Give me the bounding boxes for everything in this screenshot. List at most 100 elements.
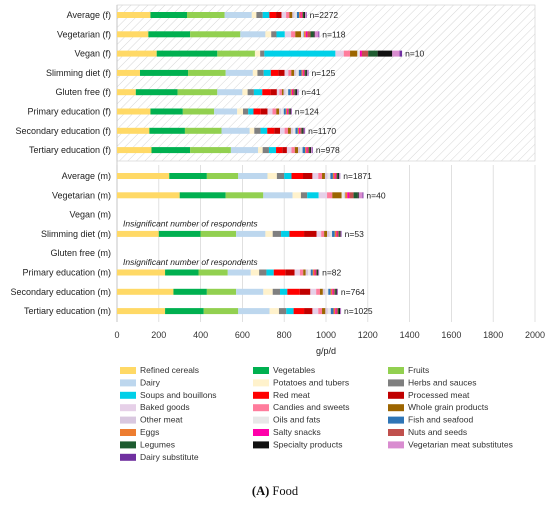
bar-segment (296, 69, 299, 76)
row-label: Gluten free (m) (50, 248, 111, 258)
bar-segment (329, 230, 333, 237)
bar-segment (184, 127, 222, 134)
bar-segment (285, 89, 289, 96)
row-label: Gluten free (f) (55, 87, 111, 97)
bar-segment (335, 308, 337, 315)
bar-segment (258, 147, 263, 154)
bar-segment (332, 192, 342, 199)
row-label: Tertiary education (m) (24, 306, 111, 316)
bar-segment (330, 288, 333, 295)
bar-segment (299, 127, 301, 134)
bar-segment (262, 89, 271, 96)
legend-swatch (253, 429, 269, 436)
bar-segment (305, 69, 307, 76)
bar-segment (253, 89, 263, 96)
sample-size-label: n=1025 (344, 306, 373, 316)
bar-segment (339, 173, 340, 179)
legend-swatch (253, 391, 269, 399)
bar-segment (236, 288, 264, 295)
bar-segment (291, 147, 295, 154)
bar-segment (135, 89, 178, 96)
bar-segment (292, 12, 295, 18)
bar-segment (303, 69, 306, 76)
bar-segment (179, 192, 226, 199)
x-tick-label: 600 (235, 330, 250, 340)
bar-segment (283, 108, 286, 115)
bar-segment (305, 269, 309, 276)
bar-segment (334, 288, 336, 295)
bar-segment (279, 89, 282, 96)
bar-segment (190, 31, 241, 38)
bar-segment (279, 108, 282, 115)
bar-segment (336, 308, 338, 315)
bar-segment (321, 230, 325, 237)
bar-segment (177, 89, 218, 96)
bar-segment (314, 269, 316, 276)
sample-size-label: n=53 (345, 229, 364, 239)
legend-swatch (120, 441, 136, 449)
bar-segment (290, 108, 291, 115)
bar-segment (276, 147, 283, 154)
bar-segment (336, 230, 338, 237)
legend: Refined cereals Vegetables Fruits Dairy Pota… (120, 365, 513, 462)
bar-segment (293, 308, 305, 315)
bar-segment (238, 173, 268, 179)
bar-segment (284, 173, 292, 179)
bar-segment (250, 269, 260, 276)
x-tick-label: 800 (277, 330, 292, 340)
bar-segment (263, 69, 271, 76)
sample-size-label: n=118 (322, 29, 346, 39)
x-tick-label: 1200 (358, 330, 378, 340)
bar-segment (302, 69, 304, 76)
bar-segment (307, 147, 310, 154)
bar-segment (281, 108, 284, 115)
figure-caption: (A) Food (0, 484, 550, 499)
bar-segment (117, 31, 149, 38)
bar-segment (165, 269, 199, 276)
bar-segment (324, 230, 328, 237)
bar-segment (271, 31, 277, 38)
bar-segment (117, 173, 170, 179)
bar-segment (312, 269, 315, 276)
bar-segment (340, 308, 341, 315)
bar-segment (327, 230, 330, 237)
bar-segment (315, 269, 317, 276)
hatched-area-female (117, 5, 535, 161)
legend-label: Salty snacks (273, 427, 321, 437)
bar-segment (291, 69, 295, 76)
bar-segment (151, 147, 191, 154)
legend-swatch (388, 404, 404, 412)
bar-segment (311, 147, 313, 154)
legend-swatch (388, 441, 404, 449)
bar-segment (265, 31, 272, 38)
sample-size-label: n=764 (341, 287, 365, 297)
bar-segment (291, 89, 293, 96)
caption-text: Food (272, 484, 299, 498)
x-tick-label: 1000 (316, 330, 336, 340)
bar-segment (299, 269, 304, 276)
bar-segment (290, 127, 293, 134)
legend-swatch (388, 391, 404, 399)
bar-segment (264, 50, 336, 57)
legend-swatch (253, 404, 269, 412)
bar-segment (299, 288, 311, 295)
bar-segment (333, 308, 336, 315)
bar-segment (259, 269, 267, 276)
bar-segment (274, 127, 281, 134)
legend-label: Fish and seafood (408, 415, 473, 425)
legend-label: Soups and bouillons (140, 390, 217, 400)
bar-segment (302, 127, 304, 134)
bar-segment (291, 31, 296, 38)
sample-size-label: n=1170 (308, 126, 336, 136)
bar-segment (117, 108, 151, 115)
bar-segment (347, 192, 350, 199)
bar-segment (117, 69, 140, 76)
bar-segment (327, 308, 331, 315)
bar-segment (284, 127, 288, 134)
bar-segment (117, 192, 180, 199)
bar-segment (270, 89, 277, 96)
bar-segment (283, 89, 286, 96)
legend-label: Other meat (140, 415, 183, 425)
bar-segment (117, 89, 136, 96)
bar-segment (290, 108, 292, 115)
